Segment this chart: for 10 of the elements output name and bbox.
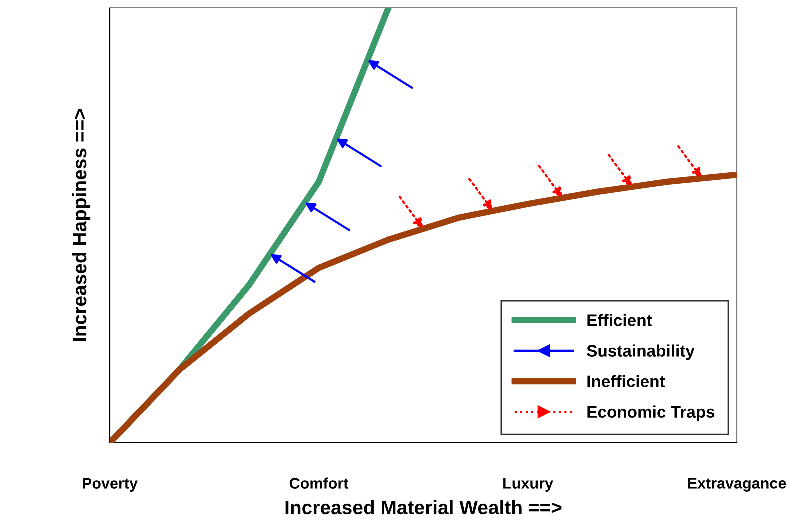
x-tick-label: Poverty [83,478,138,492]
x-tick-label: Luxury [504,478,554,492]
x-tick-label: Comfort [290,478,349,489]
legend-label: Sustainability [587,344,695,360]
y-axis-title: Increased Happiness ==> [72,109,91,342]
legend-label: Efficient [588,314,652,326]
x-axis-title: Increased Material Wealth ==> [286,500,562,515]
x-tick-label: Extravagance [688,478,786,492]
legend-label: Inefficient [588,375,666,388]
legend-label: Economic Traps [588,406,715,422]
